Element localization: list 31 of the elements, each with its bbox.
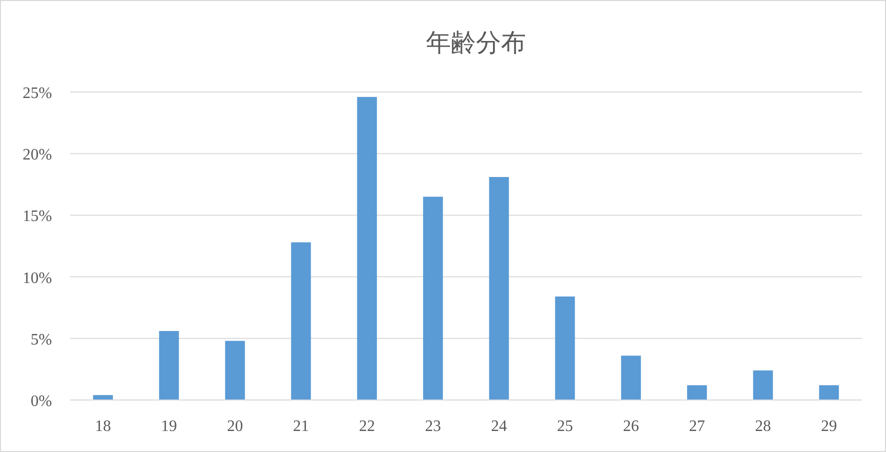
bar bbox=[753, 370, 773, 400]
bar bbox=[489, 177, 509, 400]
x-tick-label: 20 bbox=[227, 418, 243, 435]
bar bbox=[687, 385, 707, 400]
y-tick-label: 25% bbox=[22, 85, 52, 102]
bar bbox=[423, 196, 443, 400]
y-tick-label: 5% bbox=[30, 331, 52, 348]
y-tick-label: 0% bbox=[30, 393, 52, 410]
bar bbox=[291, 242, 311, 400]
y-tick-label: 20% bbox=[22, 146, 52, 164]
bar bbox=[621, 356, 641, 400]
y-tick-label: 10% bbox=[22, 270, 52, 287]
bar bbox=[357, 96, 377, 400]
x-tick-label: 26 bbox=[623, 418, 639, 435]
x-tick-label: 21 bbox=[293, 418, 309, 435]
bar bbox=[225, 340, 245, 400]
bar bbox=[93, 395, 113, 400]
bar bbox=[555, 296, 575, 400]
chart-title: 年齢分布 bbox=[426, 30, 526, 57]
x-tick-label: 29 bbox=[821, 418, 837, 435]
bar bbox=[819, 385, 839, 400]
bar bbox=[159, 331, 179, 400]
x-tick-label: 22 bbox=[359, 418, 375, 435]
x-tick-label: 25 bbox=[557, 418, 573, 435]
x-tick-label: 27 bbox=[689, 418, 705, 435]
x-tick-label: 23 bbox=[425, 418, 441, 435]
x-tick-label: 28 bbox=[755, 418, 771, 435]
y-tick-label: 15% bbox=[22, 208, 52, 226]
x-tick-label: 18 bbox=[95, 418, 111, 435]
x-tick-label: 24 bbox=[491, 418, 507, 435]
x-tick-label: 19 bbox=[161, 418, 177, 435]
